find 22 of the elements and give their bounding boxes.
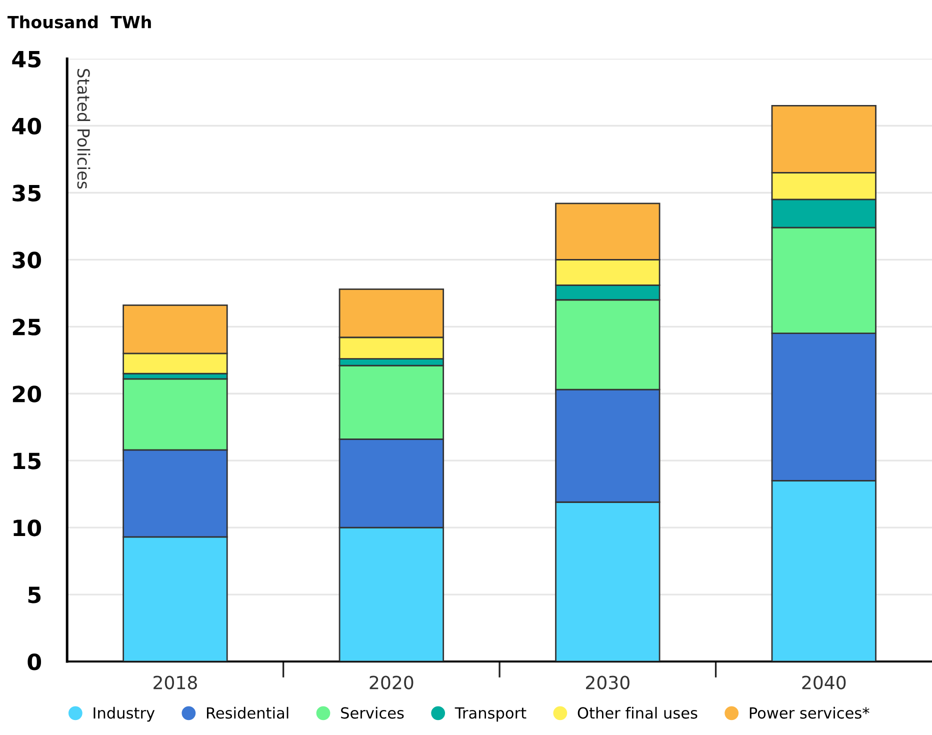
y-tick-label: 30	[12, 252, 42, 268]
legend-label: Services	[341, 706, 404, 719]
y-axis-title: Thousand TWh	[8, 15, 151, 28]
x-tick-label: 2020	[370, 676, 414, 690]
legend-label: Residential	[206, 706, 288, 719]
legend-label: Transport	[454, 707, 526, 722]
x-tick-label: 2040	[802, 676, 846, 690]
legend-label: Power services*	[750, 706, 870, 719]
y-tick-label: 20	[12, 386, 42, 402]
y-tick-label: 40	[12, 118, 42, 135]
x-tick-label: 2030	[586, 676, 630, 690]
y-tick-label: 0	[28, 653, 42, 670]
y-tick-label: 35	[12, 184, 41, 202]
legend-label: Industry	[94, 706, 155, 722]
y-tick-label: 10	[14, 520, 42, 536]
x-tick-label: 2018	[154, 676, 197, 690]
y-tick-label: 15	[14, 452, 41, 470]
y-tick-label: 5	[28, 586, 41, 604]
y-tick-label: 25	[12, 318, 41, 336]
annotation: Stated Policies	[77, 68, 90, 189]
legend-label: Other final uses	[578, 706, 698, 719]
y-tick-label: 45	[12, 51, 41, 68]
